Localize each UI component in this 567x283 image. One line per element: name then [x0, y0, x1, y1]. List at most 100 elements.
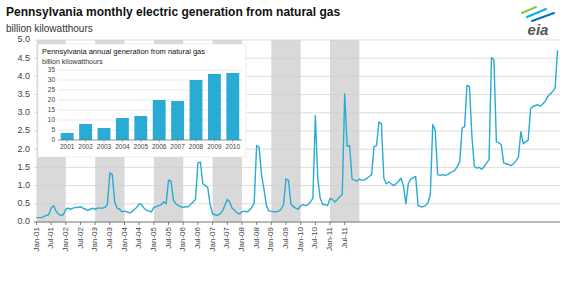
- y-tick-label: 35: [48, 66, 56, 73]
- bars: [61, 73, 239, 140]
- x-tick: [227, 222, 228, 225]
- x-tick-label: Jan-07: [208, 226, 217, 251]
- bar: [208, 74, 221, 140]
- x-tick: [196, 140, 197, 142]
- x-tick-label: Jan-03: [90, 226, 99, 251]
- y-tick-label: 2.5: [17, 125, 30, 135]
- bar: [134, 116, 147, 140]
- x-tick: [36, 222, 37, 225]
- x-tick-label: 2004: [115, 143, 130, 150]
- inset: Pennsylvania annual generation from natu…: [38, 44, 246, 157]
- x-tick-label: 2006: [152, 143, 167, 150]
- bar: [226, 73, 239, 140]
- y-tick-label: 1.5: [17, 162, 30, 172]
- x-tick: [80, 222, 81, 225]
- bar: [98, 128, 111, 140]
- x-tick-label: Jul-02: [76, 226, 85, 248]
- x-tick: [232, 140, 233, 142]
- x-tick-label: Jul-09: [281, 226, 290, 248]
- x-tick-label: Jan-11: [325, 226, 334, 250]
- inset-y-axis-label: billion kilowatthours: [42, 58, 103, 65]
- title: Pennsylvania monthly electric generation…: [6, 5, 340, 19]
- x-tick: [330, 222, 331, 225]
- y-tick-label: 30: [48, 76, 56, 83]
- x-tick-label: Jan-06: [178, 226, 187, 251]
- x-tick-label: 2003: [97, 143, 112, 150]
- x-tick: [109, 222, 110, 225]
- x-tick-label: Jan-08: [237, 226, 246, 251]
- y-tick-label: 3.0: [17, 107, 30, 117]
- x-tick: [140, 140, 141, 142]
- x-tick-label: Jul-10: [310, 226, 319, 248]
- y-tick-label: 5: [51, 126, 55, 133]
- y-tick-label: 10: [48, 116, 56, 123]
- y-tick-label: 0: [51, 136, 55, 143]
- x-tick-label: 2002: [78, 143, 93, 150]
- chart: Pennsylvania monthly electric generation…: [0, 0, 567, 283]
- x-tick: [271, 222, 272, 225]
- x-tick-label: Jul-07: [222, 226, 231, 248]
- x-tick: [124, 222, 125, 225]
- grid-line: [34, 167, 560, 168]
- x-tick-label: Jul-08: [252, 226, 261, 248]
- x-tick-label: 2009: [207, 143, 222, 150]
- y-tick-label: 4.0: [17, 71, 30, 81]
- x-tick: [183, 222, 184, 225]
- grid-line: [58, 70, 242, 71]
- x-tick-label: 2008: [189, 143, 204, 150]
- x-tick: [122, 140, 123, 142]
- y-tick-label: 5.0: [17, 34, 30, 44]
- x-tick-label: Jul-11: [340, 226, 349, 248]
- logo: eia: [522, 7, 554, 38]
- grid-line: [34, 40, 560, 41]
- bar: [116, 118, 129, 140]
- x-tick-label: Jul-05: [164, 226, 173, 248]
- x-tick-label: Jan-09: [266, 226, 275, 251]
- x-tick: [197, 222, 198, 225]
- x-tick: [168, 222, 169, 225]
- y-tick-label: 0.5: [17, 198, 30, 208]
- x-tick: [159, 140, 160, 142]
- x-tick: [315, 222, 316, 225]
- grid-line: [34, 203, 560, 204]
- bar: [153, 100, 166, 140]
- x-tick: [139, 222, 140, 225]
- x-tick: [285, 222, 286, 225]
- x-tick-label: Jan-10: [296, 226, 305, 251]
- x-tick-label: Jul-03: [105, 226, 114, 248]
- y-tick-label: 4.5: [17, 53, 30, 63]
- y-tick-label: 1.0: [17, 180, 30, 190]
- y-tick-label: 0.0: [17, 216, 30, 226]
- x-tick: [65, 222, 66, 225]
- bar: [79, 124, 92, 140]
- y-tick-label: 15: [48, 106, 56, 113]
- x-axis-line: [34, 222, 560, 223]
- bar: [61, 133, 74, 140]
- x-tick: [344, 222, 345, 225]
- x-tick-label: Jul-04: [134, 226, 143, 248]
- logo-swoosh: [522, 7, 536, 13]
- x-tick: [95, 222, 96, 225]
- x-tick: [256, 222, 257, 225]
- x-tick-label: Jan-02: [61, 226, 70, 251]
- x-tick-label: Jul-06: [193, 226, 202, 248]
- bar: [190, 80, 203, 140]
- x-tick-label: Jan-01: [32, 226, 41, 251]
- x-tick: [177, 140, 178, 142]
- y-tick-label: 2.0: [17, 144, 30, 154]
- x-tick-label: Jul-01: [46, 226, 55, 248]
- x-tick-label: Jan-04: [120, 226, 129, 251]
- x-tick-label: 2005: [134, 143, 149, 150]
- x-tick-label: 2007: [170, 143, 185, 150]
- x-tick: [104, 140, 105, 142]
- grid-line: [34, 222, 560, 223]
- inset-background: [38, 44, 246, 157]
- logo-swoosh: [527, 9, 546, 17]
- x-tick-label: 2001: [60, 143, 75, 150]
- x-tick: [300, 222, 301, 225]
- inset-title: Pennsylvania annual generation from natu…: [42, 47, 205, 56]
- x-tick-label: Jan-05: [149, 226, 158, 251]
- x-tick: [241, 222, 242, 225]
- x-tick: [153, 222, 154, 225]
- y-tick-label: 25: [48, 86, 56, 93]
